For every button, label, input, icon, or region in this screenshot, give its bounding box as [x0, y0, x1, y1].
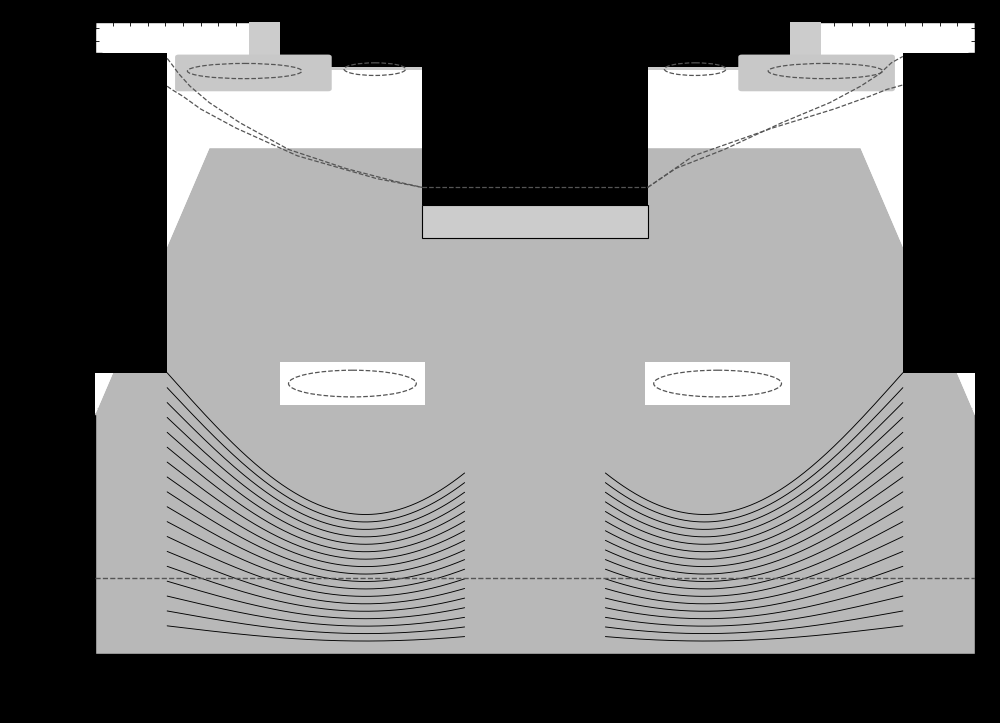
Bar [249, 22, 821, 70]
Bar [645, 362, 790, 405]
Polygon shape [95, 148, 975, 415]
Bar [167, 54, 422, 148]
FancyBboxPatch shape [175, 54, 332, 91]
X-axis label: Distance (Microns): Distance (Microns) [445, 681, 625, 699]
Bar [422, 67, 648, 205]
Bar [95, 54, 167, 373]
Bar [422, 205, 648, 238]
Bar [280, 22, 790, 67]
Bar [903, 54, 975, 373]
Y-axis label: Distance (Microns): Distance (Microns) [55, 248, 73, 428]
Bar [648, 54, 903, 148]
Polygon shape [861, 54, 975, 415]
Bar [95, 415, 975, 686]
FancyBboxPatch shape [738, 54, 895, 91]
Polygon shape [95, 54, 209, 415]
Bar [280, 362, 425, 405]
